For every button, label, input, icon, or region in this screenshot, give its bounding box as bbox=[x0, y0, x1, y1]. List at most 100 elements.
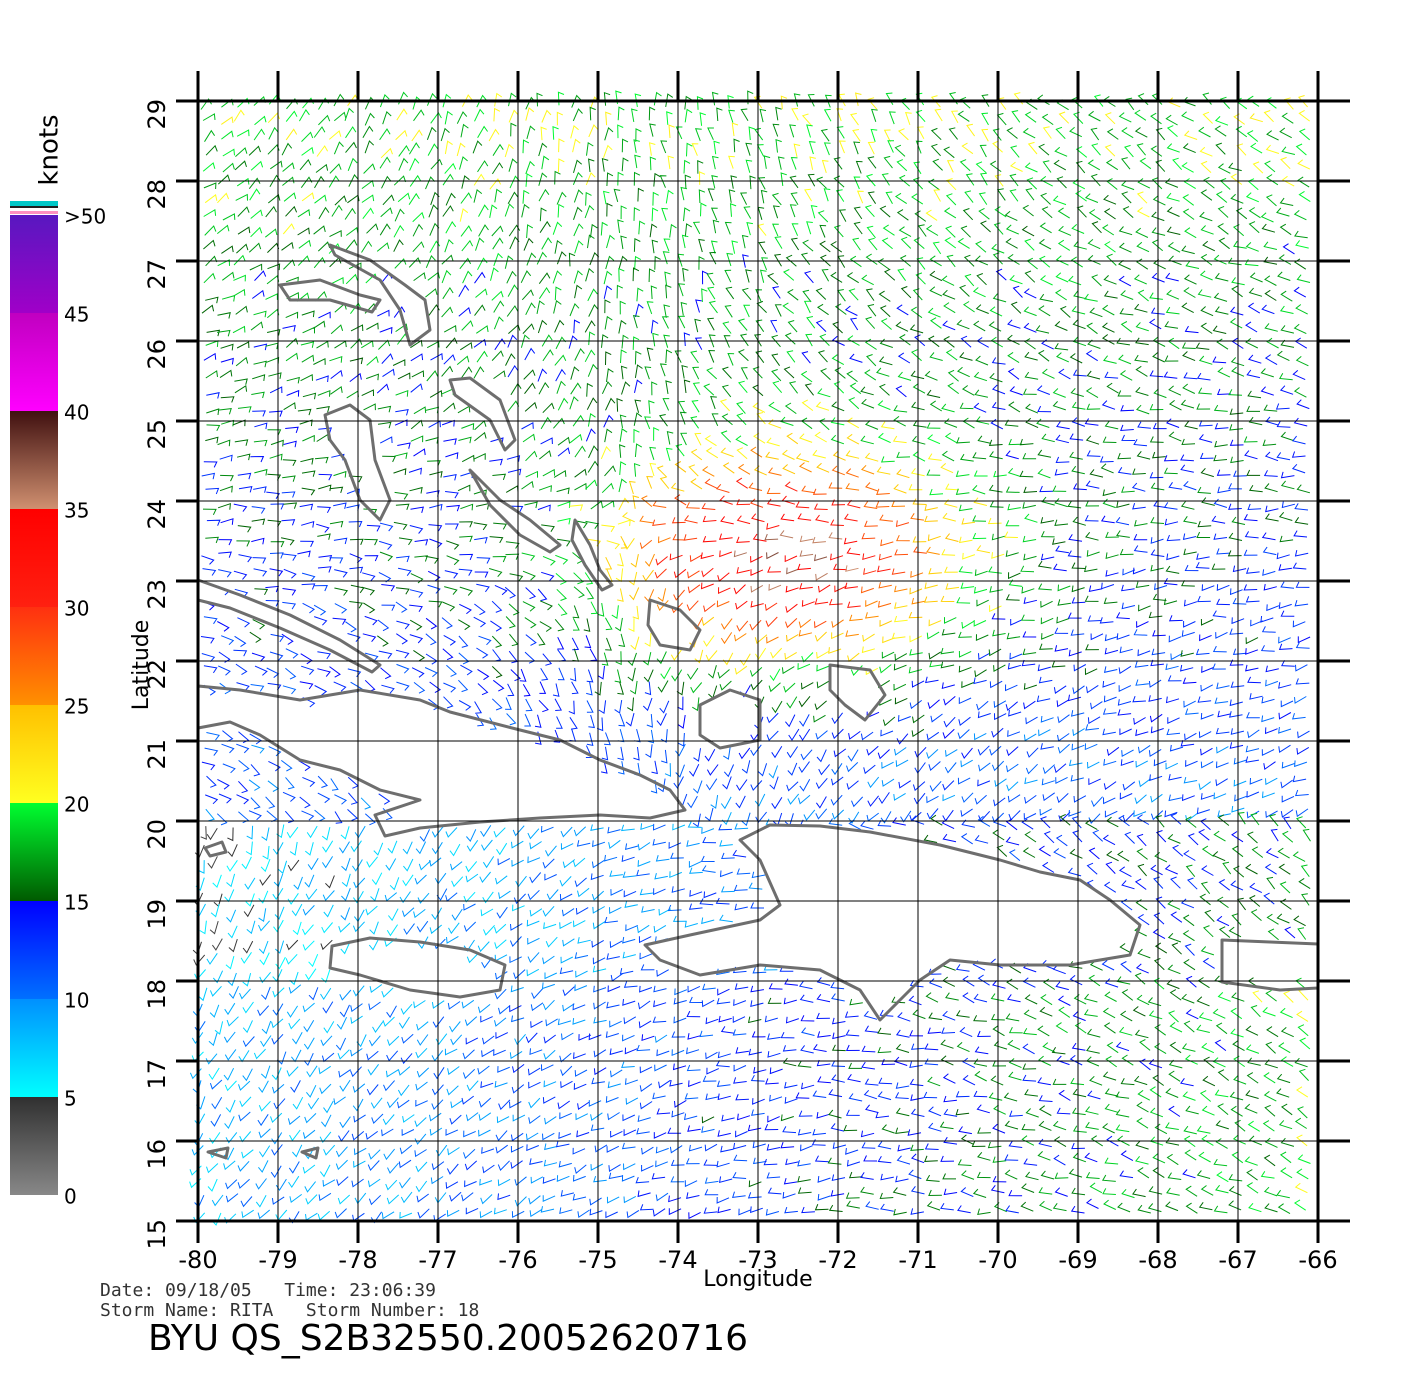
wind-barb bbox=[701, 502, 716, 510]
wind-barb bbox=[554, 240, 563, 254]
wind-barb bbox=[641, 906, 655, 913]
wind-barb bbox=[786, 350, 796, 363]
wind-barb bbox=[897, 371, 912, 381]
wind-barb bbox=[1121, 1054, 1134, 1066]
wind-barb bbox=[509, 936, 522, 948]
wind-barb bbox=[639, 539, 653, 550]
wind-barb bbox=[978, 192, 988, 205]
wind-barb bbox=[800, 370, 813, 383]
wind-barb bbox=[508, 224, 521, 237]
wind-barb bbox=[1057, 239, 1071, 251]
wind-barb bbox=[639, 888, 654, 896]
wind-barb bbox=[1280, 660, 1295, 667]
wind-barb bbox=[1166, 206, 1180, 217]
wind-barb bbox=[687, 1033, 701, 1040]
wind-barb bbox=[222, 271, 235, 281]
wind-barb bbox=[926, 731, 940, 741]
wind-barb bbox=[860, 586, 874, 594]
wind-barb bbox=[992, 829, 1005, 841]
wind-barb bbox=[1247, 390, 1262, 399]
wind-barb bbox=[1087, 615, 1102, 622]
wind-barb bbox=[957, 1205, 971, 1214]
wind-barb bbox=[275, 1178, 287, 1192]
wind-barb bbox=[1103, 290, 1118, 299]
wind-barb bbox=[1280, 610, 1295, 617]
wind-barb bbox=[479, 1178, 493, 1186]
wind-barb bbox=[736, 567, 750, 574]
wind-barb bbox=[867, 191, 877, 204]
wind-barb bbox=[816, 664, 830, 672]
wind-barb bbox=[1022, 648, 1037, 656]
wind-barb bbox=[716, 1196, 730, 1204]
wind-barb bbox=[718, 1176, 733, 1183]
wind-barb bbox=[831, 499, 846, 506]
wind-barb bbox=[226, 860, 238, 872]
wind-barb bbox=[962, 301, 975, 313]
wind-barb bbox=[1298, 190, 1311, 203]
wind-barb bbox=[1091, 796, 1103, 808]
wind-barb bbox=[691, 143, 699, 156]
wind-barb bbox=[804, 383, 814, 396]
wind-barb bbox=[994, 174, 1004, 187]
wind-barb bbox=[966, 123, 976, 137]
wind-field bbox=[189, 90, 1311, 1226]
colorbar-band bbox=[10, 411, 58, 509]
wind-barb bbox=[1115, 1091, 1130, 1099]
wind-barb bbox=[312, 320, 326, 330]
wind-barb bbox=[524, 401, 538, 412]
wind-barb bbox=[560, 1080, 573, 1089]
wind-barb bbox=[865, 288, 875, 301]
y-tick-label: 23 bbox=[143, 579, 171, 610]
wind-barb bbox=[1020, 614, 1035, 621]
wind-barb bbox=[441, 269, 452, 284]
wind-barb bbox=[774, 236, 783, 249]
wind-barb bbox=[604, 315, 613, 330]
wind-barb bbox=[596, 717, 604, 732]
storm-line: Storm Name: RITA Storm Number: 18 bbox=[100, 1300, 479, 1321]
wind-barb bbox=[528, 1115, 541, 1125]
wind-barb bbox=[669, 871, 682, 879]
wind-barb bbox=[898, 174, 911, 187]
wind-barb bbox=[666, 111, 673, 125]
wind-barb bbox=[803, 809, 816, 821]
wind-barb bbox=[1229, 439, 1244, 446]
wind-barb bbox=[480, 908, 494, 917]
wind-barb bbox=[349, 357, 364, 365]
wind-barb bbox=[731, 240, 738, 254]
wind-barb bbox=[1075, 160, 1086, 174]
wind-barb bbox=[1118, 685, 1132, 692]
wind-barb bbox=[1182, 194, 1194, 206]
wind-barb bbox=[651, 381, 658, 396]
wind-barb bbox=[684, 95, 692, 110]
wind-barb bbox=[1170, 876, 1181, 889]
wind-barb bbox=[830, 1123, 845, 1132]
wind-barb bbox=[648, 400, 655, 414]
colorbar-band bbox=[10, 215, 58, 313]
wind-barb bbox=[430, 111, 442, 124]
wind-barb bbox=[814, 598, 829, 605]
wind-barb bbox=[301, 665, 315, 675]
wind-barb bbox=[739, 333, 749, 347]
wind-barb bbox=[221, 294, 236, 302]
wind-barb bbox=[590, 1163, 604, 1171]
wind-barb bbox=[1025, 417, 1039, 429]
wind-barb bbox=[260, 1065, 271, 1079]
wind-barb bbox=[427, 460, 441, 467]
wind-barb bbox=[292, 1144, 303, 1158]
wind-barb bbox=[799, 779, 811, 792]
wind-barb bbox=[912, 383, 926, 394]
wind-barb bbox=[652, 838, 666, 846]
wind-barb bbox=[689, 996, 703, 1003]
wind-barb bbox=[1278, 712, 1292, 720]
wind-barb bbox=[1170, 652, 1183, 661]
wind-barb bbox=[943, 418, 958, 428]
wind-barb bbox=[876, 488, 890, 495]
wind-barb bbox=[881, 1124, 895, 1134]
wind-barb bbox=[797, 1128, 812, 1136]
wind-barb bbox=[942, 1073, 956, 1084]
wind-barb bbox=[1196, 1170, 1211, 1179]
wind-barb bbox=[750, 679, 763, 691]
wind-barb bbox=[364, 615, 378, 626]
wind-barb bbox=[1182, 1169, 1196, 1179]
wind-barb bbox=[893, 683, 907, 691]
